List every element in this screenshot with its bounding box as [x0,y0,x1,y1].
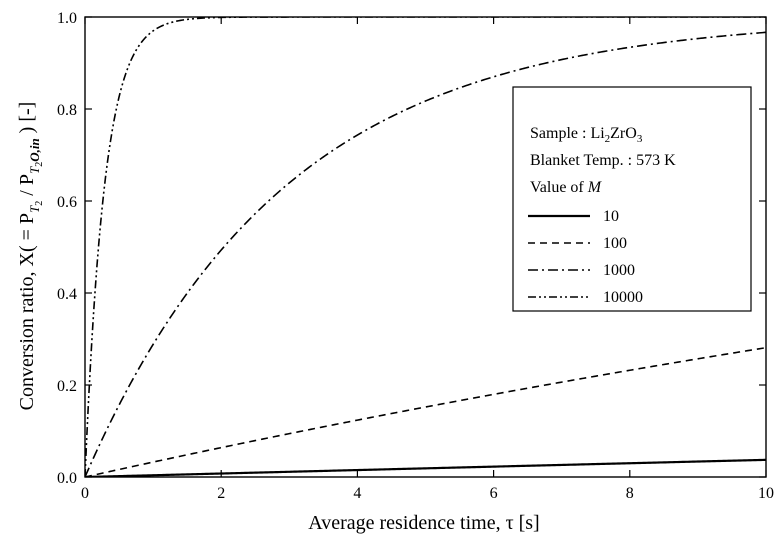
legend-sample-mid: ZrO [610,125,637,142]
legend-sample-label: Sample : Li [530,125,605,142]
legend-sample-sub2: 3 [637,133,643,145]
x-tick-label: 8 [626,485,634,502]
legend-temp-line: Blanket Temp. : 573 K [530,152,676,169]
y-axis-title-prefix: Conversion ratio, X( = P [16,213,38,410]
y-axis-title-suffix: ) [-] [16,102,38,139]
legend-box [512,86,752,312]
legend-value-label: Value of [530,179,588,196]
y-tick-label: 0.6 [57,194,77,211]
y-axis-title: Conversion ratio, X( = PT2 / PT2O,in ) [… [16,102,45,411]
legend-value-line: Value of M [530,179,603,196]
legend: Sample : Li2ZrO3 Blanket Temp. : 573 K V… [512,86,752,312]
legend-sample-sub1: 2 [605,133,611,145]
x-tick-label: 0 [81,485,89,502]
y-axis-title-subsub1: 2 [34,201,45,206]
x-tick-label: 2 [217,485,225,502]
y-tick-label: 0.2 [57,378,77,395]
series-line-1000 [85,31,766,477]
y-tick-label: 0.0 [57,470,77,487]
legend-value-symbol: M [587,179,603,196]
legend-label-10: 10 [603,208,619,225]
y-tick-label: 0.4 [57,286,77,303]
legend-label-100: 100 [603,235,627,252]
series-line-10000 [85,17,766,477]
x-axis-title: Average residence time, τ [s] [308,512,539,534]
y-axis-title-slash: / P [16,174,38,201]
legend-label-10000: 10000 [603,289,643,306]
x-tick-label: 10 [758,485,774,502]
y-tick-label: 0.8 [57,102,77,119]
legend-sample-line: Sample : Li2ZrO3 [530,125,643,145]
y-tick-label: 1.0 [57,10,77,27]
series-line-10 [85,458,766,477]
series-line-100 [85,346,766,477]
legend-entries: 10 100 1000 10000 [528,208,643,306]
y-axis-title-sub2-tail: O,in [27,138,42,161]
x-tick-label: 4 [353,485,361,502]
y-axis-title-sub1: T [27,205,42,213]
plot-frame-group [84,16,767,478]
legend-label-1000: 1000 [603,262,635,279]
plot-frame [84,16,767,478]
x-tick-label: 6 [490,485,498,502]
ticks-group: 0 2 4 6 8 10 0.0 0.2 0.4 0.6 0.8 1.0 [57,10,774,502]
series-group [85,17,766,477]
y-axis-title-sub2: T [27,166,42,174]
y-axis-title-subsub2: 2 [34,162,45,167]
